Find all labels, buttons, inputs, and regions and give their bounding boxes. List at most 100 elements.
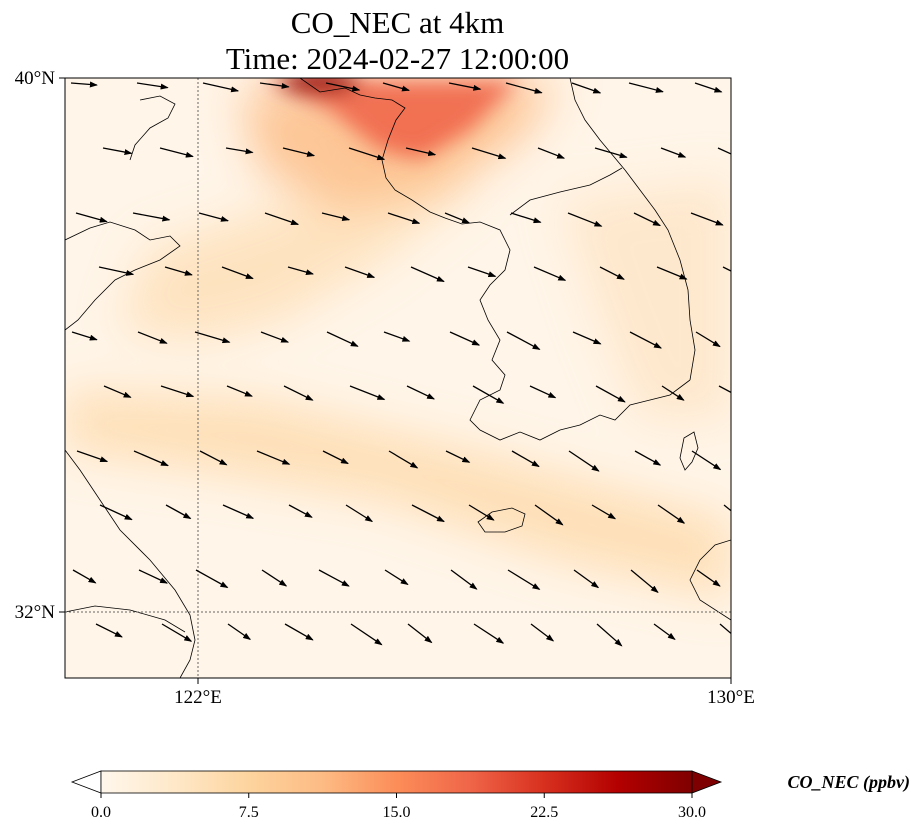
wind-arrow <box>202 82 240 93</box>
wind-arrow <box>405 147 437 157</box>
concentration-field <box>65 78 731 600</box>
wind-arrow <box>132 212 171 222</box>
wind-arrow <box>226 385 253 397</box>
wind-arrow <box>387 212 421 224</box>
coastlines <box>65 78 731 678</box>
wind-arrow <box>529 385 557 399</box>
map-frame <box>64 77 732 679</box>
wind-arrow <box>70 81 98 88</box>
wind-arrow <box>506 331 541 350</box>
wind-arrow <box>321 212 351 222</box>
plume-bohai-core <box>260 80 520 160</box>
lat-tick-label-40: 40°N <box>15 68 56 89</box>
wind-arrow <box>690 212 724 226</box>
wind-arrow <box>573 569 600 589</box>
wind-arrow <box>629 331 662 349</box>
wind-arrow <box>406 385 436 400</box>
colorbar-ticks: 0.0 7.5 15.0 22.5 30.0 <box>91 793 706 821</box>
wind-arrow <box>72 569 97 584</box>
wind-arrow <box>95 623 123 638</box>
wind-arrow <box>350 623 383 646</box>
wind-arrow <box>160 385 195 398</box>
wind-arrow <box>630 569 659 594</box>
wind-arrow <box>719 623 731 635</box>
wind-arrow <box>653 623 676 640</box>
wind-arrow <box>133 450 169 467</box>
wind-arrow <box>660 147 687 158</box>
wind-arrow <box>288 504 313 518</box>
wind-arrow <box>533 266 567 281</box>
wind-arrow <box>287 266 314 276</box>
border-china-nk <box>509 167 623 216</box>
wind-arrow <box>722 266 731 272</box>
map-panel <box>65 78 731 678</box>
wind-arrow <box>534 504 564 526</box>
wind-arrow <box>448 82 482 91</box>
wind-arrow <box>657 504 686 524</box>
wind-arrow <box>138 569 169 584</box>
coastline-north-korea-east <box>569 78 626 171</box>
colorbar-tick-label: 0.0 <box>91 804 111 821</box>
wind-arrow <box>723 504 731 512</box>
wind-arrow <box>199 450 228 466</box>
lon-tick-label-130: 130°E <box>707 687 755 708</box>
wind-arrow <box>445 450 471 463</box>
wind-arrow <box>194 331 231 344</box>
coastline-shandong <box>65 221 181 331</box>
wind-arrow <box>695 331 721 348</box>
coastline-liaodong <box>299 78 446 219</box>
wind-arrow <box>260 331 290 343</box>
map-title-line2: Time: 2024-02-27 12:00:00 <box>225 41 570 76</box>
wind-arrow <box>388 450 419 469</box>
wind-arrow <box>411 504 445 523</box>
wind-arrow <box>225 147 254 155</box>
wind-arrow <box>410 266 445 283</box>
wind-arrow <box>164 266 193 276</box>
wind-arrow <box>325 82 361 92</box>
coastline-korea-east <box>624 169 696 381</box>
wind-arrow <box>537 147 566 159</box>
wind-arrow <box>507 569 541 590</box>
wind-arrow <box>449 331 481 346</box>
wind-arrow <box>568 450 600 472</box>
wind-arrow <box>407 623 433 644</box>
wind-arrow <box>98 266 135 276</box>
wind-arrow <box>75 212 108 223</box>
wind-arrow <box>165 504 192 520</box>
wind-arrow <box>322 450 349 465</box>
plume-bohai-peak <box>280 78 360 94</box>
wind-arrow <box>661 385 685 401</box>
wind-arrow <box>694 82 723 93</box>
wind-arrow <box>384 569 409 586</box>
wind-arrow <box>595 385 626 403</box>
wind-arrow <box>195 569 229 589</box>
wind-arrow <box>634 450 662 466</box>
wind-arrow <box>599 266 625 280</box>
wind-arrow <box>349 385 386 401</box>
wind-arrow <box>656 266 688 280</box>
wind-arrow <box>510 212 542 224</box>
wind-arrow <box>596 623 623 647</box>
wind-arrow <box>591 504 617 520</box>
lat-tick-label-32: 32°N <box>15 602 56 623</box>
colorbar-extend-min <box>70 770 102 794</box>
yangtze-estuary <box>65 605 186 633</box>
colorbar-tick-label: 30.0 <box>678 804 706 821</box>
wind-arrow <box>594 147 628 159</box>
wind-arrow <box>472 385 505 404</box>
wind-arrow <box>633 212 662 227</box>
wind-arrow <box>103 385 132 398</box>
colorbar-extend-max <box>691 770 723 794</box>
colorbar-label: CO_NEC (ppbv) <box>788 772 911 793</box>
wind-arrow <box>628 82 664 93</box>
wind-arrow <box>567 212 603 227</box>
wind-arrow <box>221 266 254 280</box>
plume-east-china-sea-band <box>65 390 731 600</box>
wind-arrow <box>691 450 722 471</box>
wind-arrow <box>136 82 169 90</box>
plume-korea-east <box>560 180 731 420</box>
wind-arrow <box>259 82 290 89</box>
wind-arrow <box>161 623 193 642</box>
plume-yellow-sea-band <box>120 160 480 340</box>
